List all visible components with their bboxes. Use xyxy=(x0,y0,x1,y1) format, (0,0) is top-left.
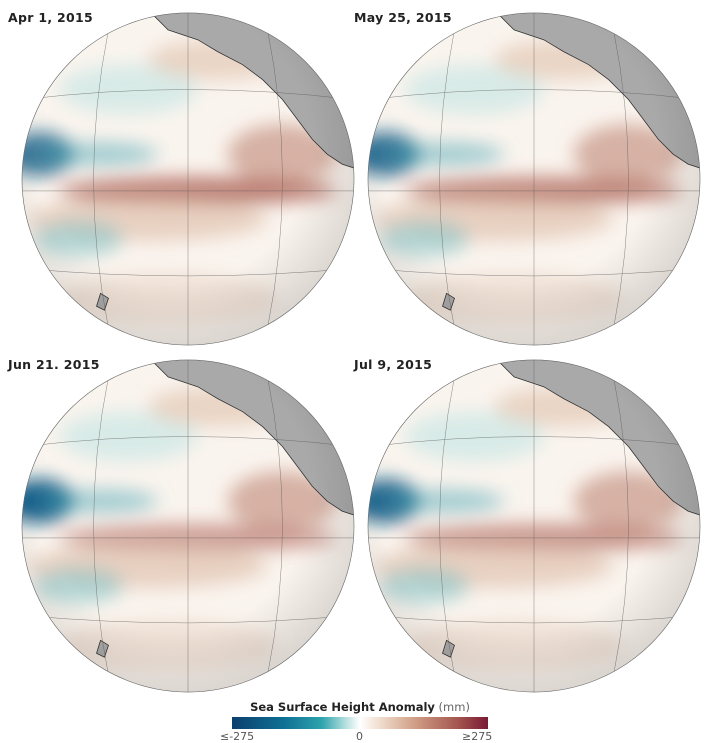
globe-panel: Jun 21. 2015 xyxy=(0,347,360,697)
globe-map xyxy=(21,12,355,346)
panel-date: Apr 1, 2015 xyxy=(8,10,94,25)
legend-title-text: Sea Surface Height Anomaly xyxy=(250,700,435,714)
globe-map xyxy=(367,12,701,346)
globe-panel: Jul 9, 2015 xyxy=(346,347,706,697)
globe-map xyxy=(367,359,701,693)
legend-unit: (mm) xyxy=(438,700,470,714)
panel-date: May 25, 2015 xyxy=(354,10,452,25)
legend-min-label: ≤-275 xyxy=(220,730,255,743)
legend-color-bar xyxy=(232,717,488,729)
panel-date: Jul 9, 2015 xyxy=(354,357,433,372)
legend-mid-label: 0 xyxy=(356,730,363,743)
globe-panel: May 25, 2015 xyxy=(346,0,706,350)
legend-title: Sea Surface Height Anomaly (mm) xyxy=(220,700,500,714)
globe-map xyxy=(21,359,355,693)
color-legend: Sea Surface Height Anomaly (mm) ≤-275 0 … xyxy=(220,700,500,743)
panel-date: Jun 21. 2015 xyxy=(8,357,100,372)
globe-panel: Apr 1, 2015 xyxy=(0,0,360,350)
legend-max-label: ≥275 xyxy=(462,730,493,743)
